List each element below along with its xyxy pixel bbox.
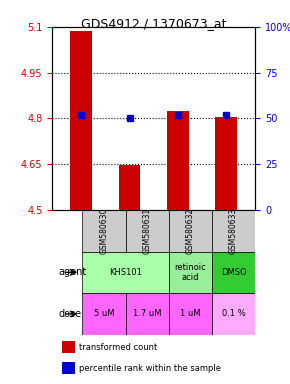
Text: agent: agent: [59, 267, 87, 277]
Text: percentile rank within the sample: percentile rank within the sample: [79, 364, 221, 372]
Text: transformed count: transformed count: [79, 343, 157, 352]
Text: GSM580633: GSM580633: [229, 207, 238, 254]
FancyBboxPatch shape: [82, 210, 126, 252]
FancyBboxPatch shape: [126, 293, 169, 335]
FancyBboxPatch shape: [169, 293, 212, 335]
FancyBboxPatch shape: [212, 210, 255, 252]
FancyBboxPatch shape: [169, 210, 212, 252]
FancyBboxPatch shape: [82, 293, 126, 335]
FancyBboxPatch shape: [126, 210, 169, 252]
Text: retinoic
acid: retinoic acid: [175, 263, 206, 282]
Text: GDS4912 / 1370673_at: GDS4912 / 1370673_at: [81, 17, 226, 30]
Bar: [62, 341, 75, 353]
Bar: [119, 165, 140, 210]
Bar: [62, 362, 75, 374]
FancyBboxPatch shape: [212, 293, 255, 335]
FancyBboxPatch shape: [82, 252, 169, 293]
Text: 1 uM: 1 uM: [180, 310, 201, 318]
Text: GSM580632: GSM580632: [186, 208, 195, 254]
Text: 5 uM: 5 uM: [94, 310, 114, 318]
Bar: [167, 111, 189, 210]
Bar: [215, 117, 237, 210]
Text: 1.7 uM: 1.7 uM: [133, 310, 162, 318]
Bar: [70, 31, 92, 210]
Text: KHS101: KHS101: [109, 268, 142, 277]
FancyBboxPatch shape: [212, 252, 255, 293]
Text: 0.1 %: 0.1 %: [222, 310, 245, 318]
Text: dose: dose: [59, 309, 82, 319]
FancyBboxPatch shape: [169, 252, 212, 293]
Text: GSM580631: GSM580631: [143, 208, 152, 254]
Text: GSM580630: GSM580630: [99, 207, 108, 254]
Text: DMSO: DMSO: [221, 268, 246, 277]
